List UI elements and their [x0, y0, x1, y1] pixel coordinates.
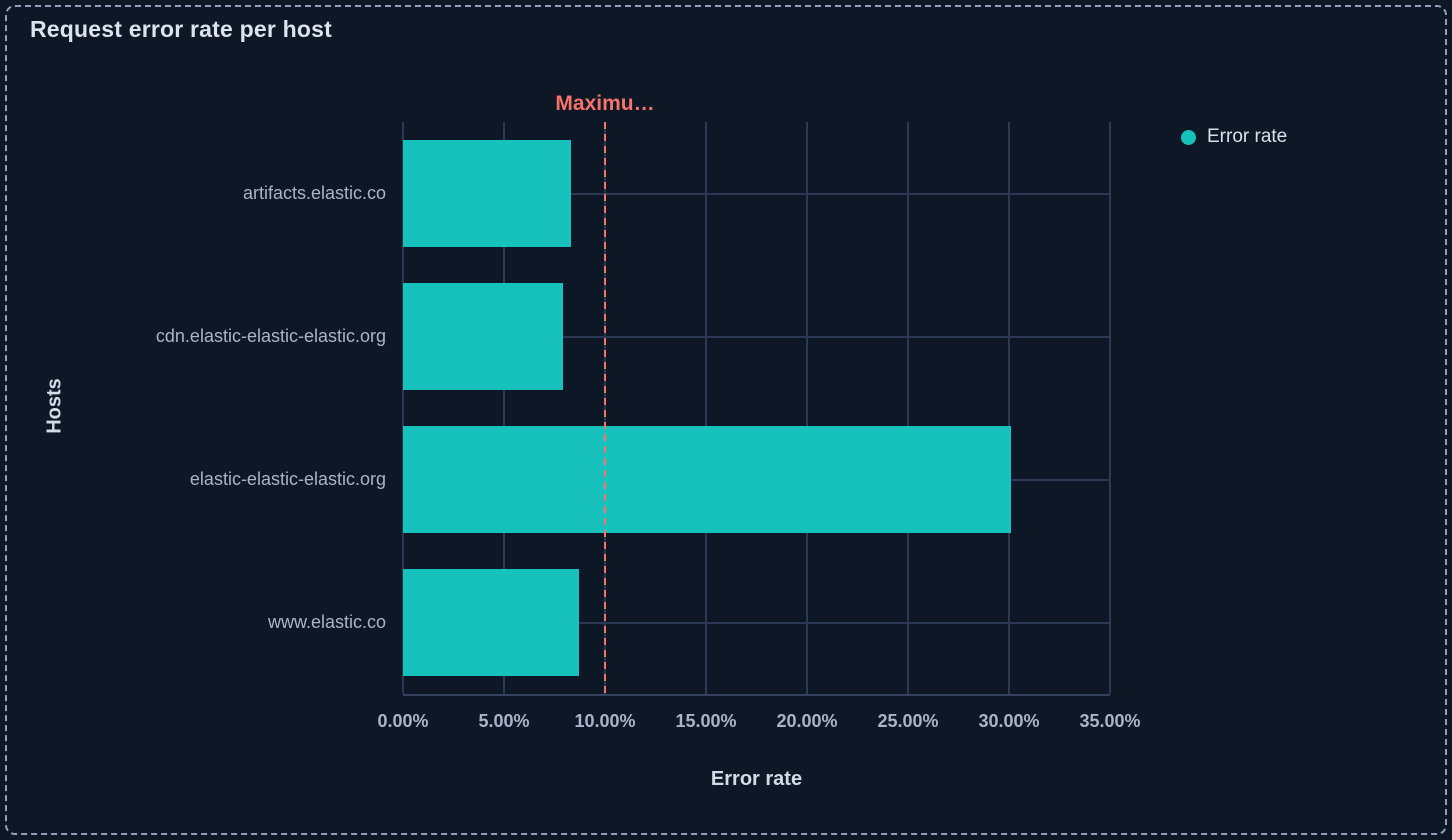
y-axis-label: cdn.elastic-elastic-elastic.org — [155, 325, 386, 346]
x-axis-tick-label: 5.00% — [478, 711, 530, 731]
x-axis-line — [403, 694, 1110, 696]
legend-item-error-rate[interactable]: Error rate — [1181, 126, 1287, 148]
gridline-horizontal — [403, 621, 1110, 624]
x-axis-tick-label: 20.00% — [776, 711, 838, 731]
x-axis-tick-label: 10.00% — [574, 711, 636, 731]
legend-label: Error rate — [1207, 126, 1288, 147]
bar-artifacts.elastic.co[interactable] — [403, 140, 571, 247]
gridline-vertical — [1008, 122, 1010, 694]
gridline-horizontal — [403, 192, 1110, 195]
x-axis-title: Error rate — [710, 768, 803, 790]
y-axis-label: www.elastic.co — [267, 611, 386, 632]
gridline-vertical — [705, 122, 707, 694]
bar-elastic-elastic-elastic.org[interactable] — [403, 426, 1012, 533]
bar-www.elastic.co[interactable] — [403, 569, 579, 676]
gridline-vertical — [806, 122, 808, 694]
x-axis-tick-label: 25.00% — [877, 711, 939, 731]
bar-cdn.elastic-elastic-elastic.org[interactable] — [403, 283, 563, 390]
x-axis-tick-label: 0.00% — [377, 711, 429, 731]
y-axis-title: Hosts — [43, 378, 66, 434]
threshold-annotation-label: Maximu… — [555, 92, 655, 115]
gridline-vertical — [402, 122, 404, 694]
gridline-vertical — [503, 122, 505, 694]
threshold-line — [604, 122, 606, 694]
y-axis-label: elastic-elastic-elastic.org — [189, 468, 386, 489]
gridline-vertical — [1109, 122, 1111, 694]
gridline-horizontal — [403, 335, 1110, 338]
x-axis-tick-label: 15.00% — [675, 711, 737, 731]
x-axis-tick-label: 30.00% — [978, 711, 1040, 731]
x-axis-tick-label: 35.00% — [1079, 711, 1141, 731]
y-axis-label: artifacts.elastic.co — [242, 182, 386, 203]
legend-color-dot-icon — [1181, 129, 1196, 145]
panel-title: Request error rate per host — [30, 16, 332, 42]
gridline-vertical — [907, 122, 909, 694]
